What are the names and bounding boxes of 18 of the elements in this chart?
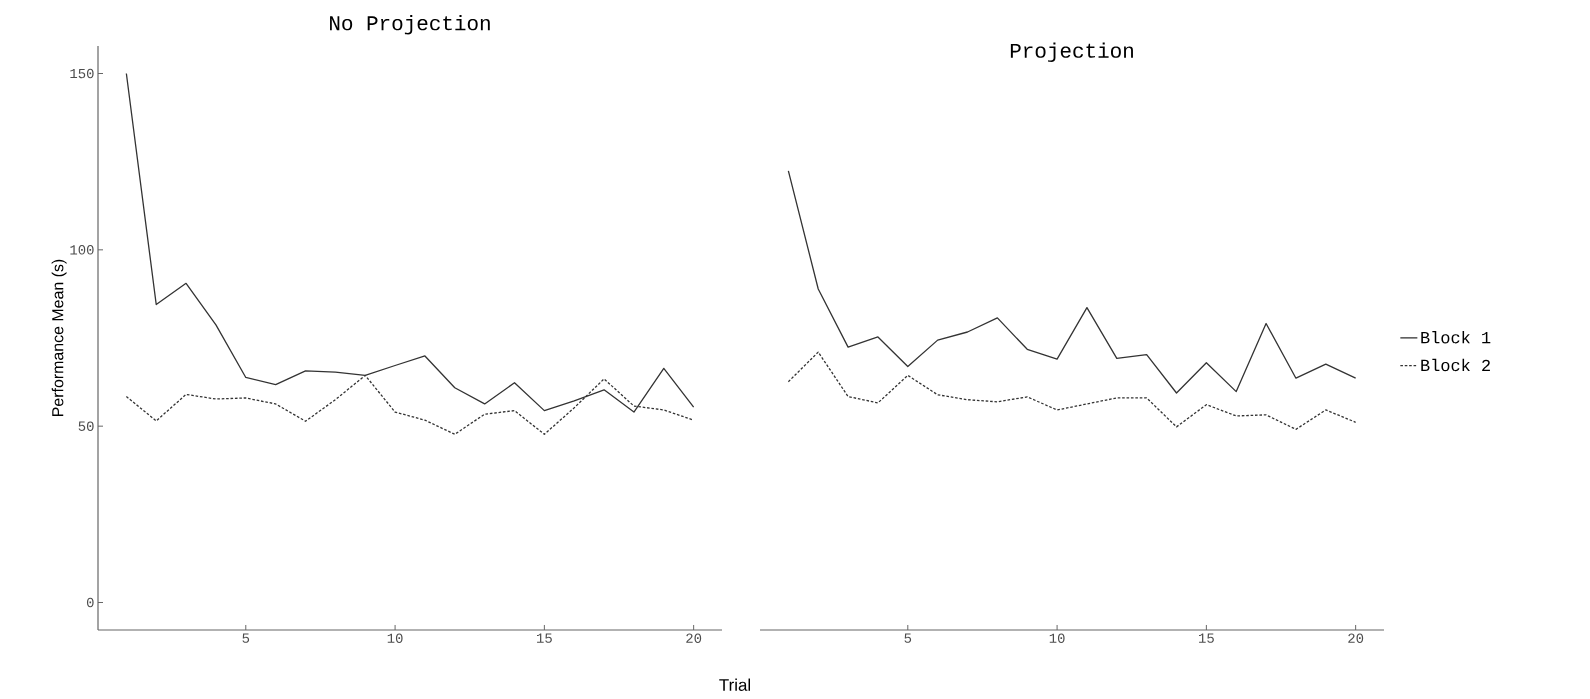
chart-title: No Projection — [330, 15, 490, 35]
x-tick-label: 20 — [1348, 633, 1364, 643]
y-axis-title: Performance Mean (s) — [51, 259, 67, 416]
legend-label: Block 1 — [1421, 331, 1491, 344]
x-tick-label: 5 — [904, 633, 912, 643]
x-tick-label: 10 — [1049, 633, 1065, 643]
y-tick-label: 150 — [70, 68, 94, 79]
x-tick-label: 20 — [686, 633, 702, 643]
chart-title: Projection — [1010, 42, 1133, 63]
y-tick-label: 0 — [86, 597, 94, 608]
y-tick-label: 50 — [78, 421, 94, 431]
legend-label: Block 2 — [1421, 358, 1490, 372]
x-axis-title: Trial — [719, 678, 751, 691]
x-tick-label: 15 — [537, 633, 552, 643]
x-tick-label: 10 — [387, 633, 403, 643]
x-tick-label: 15 — [1199, 633, 1214, 643]
y-tick-label: 100 — [70, 245, 94, 255]
x-tick-label: 5 — [242, 633, 250, 643]
